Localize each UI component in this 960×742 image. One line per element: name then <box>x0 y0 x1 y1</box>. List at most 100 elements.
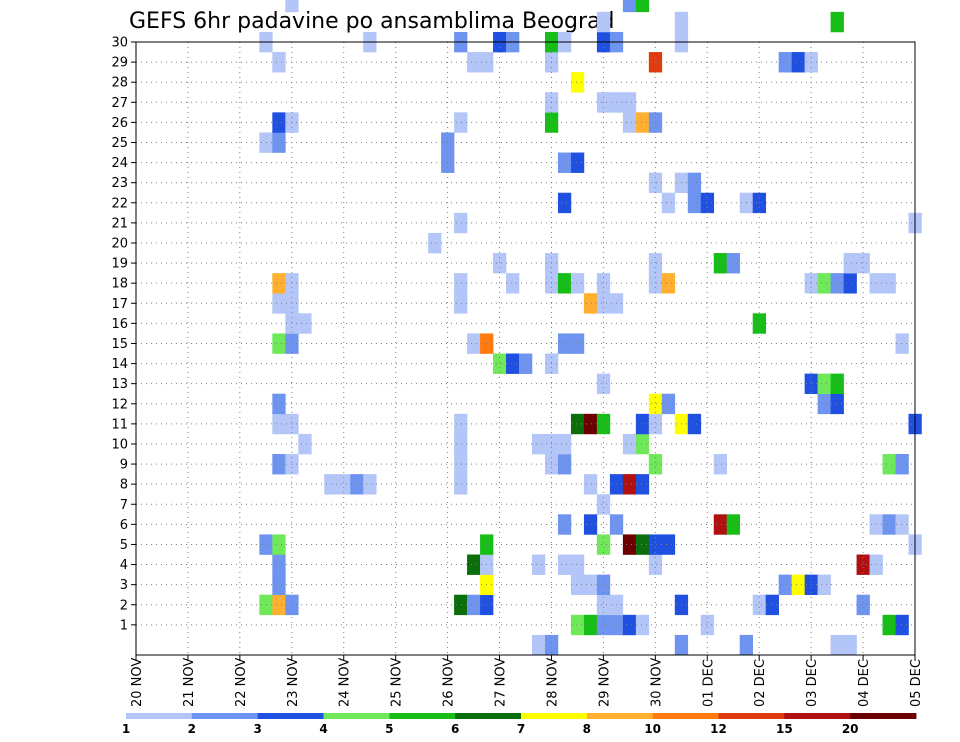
y-tick-label: 5 <box>120 538 128 553</box>
heatmap-cell <box>674 634 689 656</box>
heatmap-cell <box>272 293 286 314</box>
heatmap-cell <box>596 534 611 555</box>
y-tick-label: 13 <box>111 377 128 392</box>
heatmap-cell <box>272 132 286 153</box>
y-tick-label: 11 <box>111 417 128 432</box>
heatmap-cell <box>531 433 546 455</box>
heatmap-cell <box>817 393 831 415</box>
y-tick-label: 29 <box>111 56 128 71</box>
heatmap-cell <box>467 52 481 73</box>
heatmap-cell <box>272 393 286 415</box>
heatmap-cell <box>570 152 585 173</box>
x-tick-label: 29 NOV <box>597 658 612 707</box>
heatmap-cell <box>648 554 663 575</box>
heatmap-cell <box>596 413 611 435</box>
y-tick-label: 12 <box>111 397 128 412</box>
heatmap-cell <box>791 574 805 596</box>
heatmap-cell <box>765 594 779 616</box>
y-tick-label: 8 <box>120 478 128 493</box>
heatmap-cell <box>531 634 546 656</box>
y-tick-label: 19 <box>111 257 128 272</box>
heatmap-cell <box>830 373 844 395</box>
x-tick-label: 25 NOV <box>390 658 405 707</box>
heatmap-cell <box>622 474 637 495</box>
x-tick-label: 21 NOV <box>182 658 197 707</box>
heatmap-cell <box>622 614 637 636</box>
heatmap-cell <box>259 132 273 153</box>
y-tick-label: 6 <box>120 518 128 533</box>
heatmap-cell <box>337 474 351 495</box>
heatmap-cell <box>713 514 728 535</box>
heatmap-cell <box>272 52 286 73</box>
y-tick-label: 30 <box>111 36 128 51</box>
heatmap-cell <box>570 614 585 636</box>
heatmap-cell <box>700 614 715 636</box>
heatmap-cell <box>778 574 792 596</box>
heatmap-cell <box>661 273 676 294</box>
heatmap-cell <box>506 273 520 294</box>
heatmap-cell <box>648 393 663 415</box>
x-tick-label: 27 NOV <box>494 658 509 707</box>
heatmap-cell <box>493 253 507 274</box>
heatmap-cell <box>454 112 468 133</box>
heatmap-cell <box>583 614 598 636</box>
heatmap-cell <box>570 574 585 596</box>
y-tick-label: 16 <box>111 317 128 332</box>
heatmap-cell <box>583 514 598 535</box>
heatmap-cell <box>635 433 650 455</box>
colorbar-label: 15 <box>776 722 793 736</box>
x-tick-label: 24 NOV <box>338 658 353 707</box>
heatmap-cell <box>895 514 909 535</box>
y-tick-label: 10 <box>111 437 128 452</box>
heatmap-cell <box>285 0 299 13</box>
heatmap-cell <box>648 534 663 555</box>
heatmap-cell <box>596 11 611 33</box>
heatmap-cell <box>557 554 572 575</box>
heatmap-cell <box>272 112 286 133</box>
heatmap-cell <box>596 614 611 636</box>
heatmap-cell <box>467 554 481 575</box>
heatmap-cell <box>635 0 650 13</box>
colorbar-label: 4 <box>319 722 327 736</box>
colorbar-swatch <box>586 713 654 719</box>
y-tick-label: 21 <box>111 216 128 231</box>
grid-lines <box>136 41 915 655</box>
colorbar-legend: 1 2 3 4 5 6 7 8 10 12 15 20 <box>122 713 917 736</box>
heatmap-cell <box>817 574 831 596</box>
heatmap-cell <box>752 313 766 334</box>
heatmap-cell <box>843 253 857 274</box>
heatmap-cell <box>363 474 377 495</box>
x-tick-label: 30 NOV <box>649 658 664 707</box>
heatmap-cell <box>570 333 585 354</box>
heatmap-cell <box>635 614 650 636</box>
heatmap-cell <box>713 253 728 274</box>
heatmap-cell <box>596 293 611 314</box>
heatmap-cell <box>661 534 676 555</box>
colorbar-label: 8 <box>583 722 591 736</box>
x-tick-label: 28 NOV <box>545 658 560 707</box>
heatmap-cell <box>272 413 286 435</box>
heatmap-cell <box>272 554 286 575</box>
heatmap-cell <box>622 112 637 133</box>
heatmap-cell <box>298 433 312 455</box>
heatmap-cell <box>324 474 338 495</box>
y-tick-label: 24 <box>111 156 128 171</box>
heatmap-cell <box>895 454 909 475</box>
heatmap-cell <box>622 534 637 555</box>
heatmap-cell <box>648 413 663 435</box>
colorbar-swatch <box>718 713 785 719</box>
heatmap-cell <box>596 494 611 515</box>
colorbar-label: 1 <box>122 722 130 736</box>
plot-frame <box>135 41 916 656</box>
heatmap-cell <box>830 634 844 656</box>
heatmap-cell <box>596 373 611 395</box>
x-tick-label: 22 NOV <box>234 658 249 707</box>
x-tick-label: 05 DEC <box>909 659 924 707</box>
heatmap-cell <box>454 474 468 495</box>
heatmap-cell <box>622 433 637 455</box>
heatmap-cell <box>454 413 468 435</box>
colorbar-swatch <box>652 713 719 719</box>
heatmap-cell <box>570 72 585 93</box>
colorbar-label: 6 <box>451 722 459 736</box>
y-tick-label: 3 <box>120 578 128 593</box>
